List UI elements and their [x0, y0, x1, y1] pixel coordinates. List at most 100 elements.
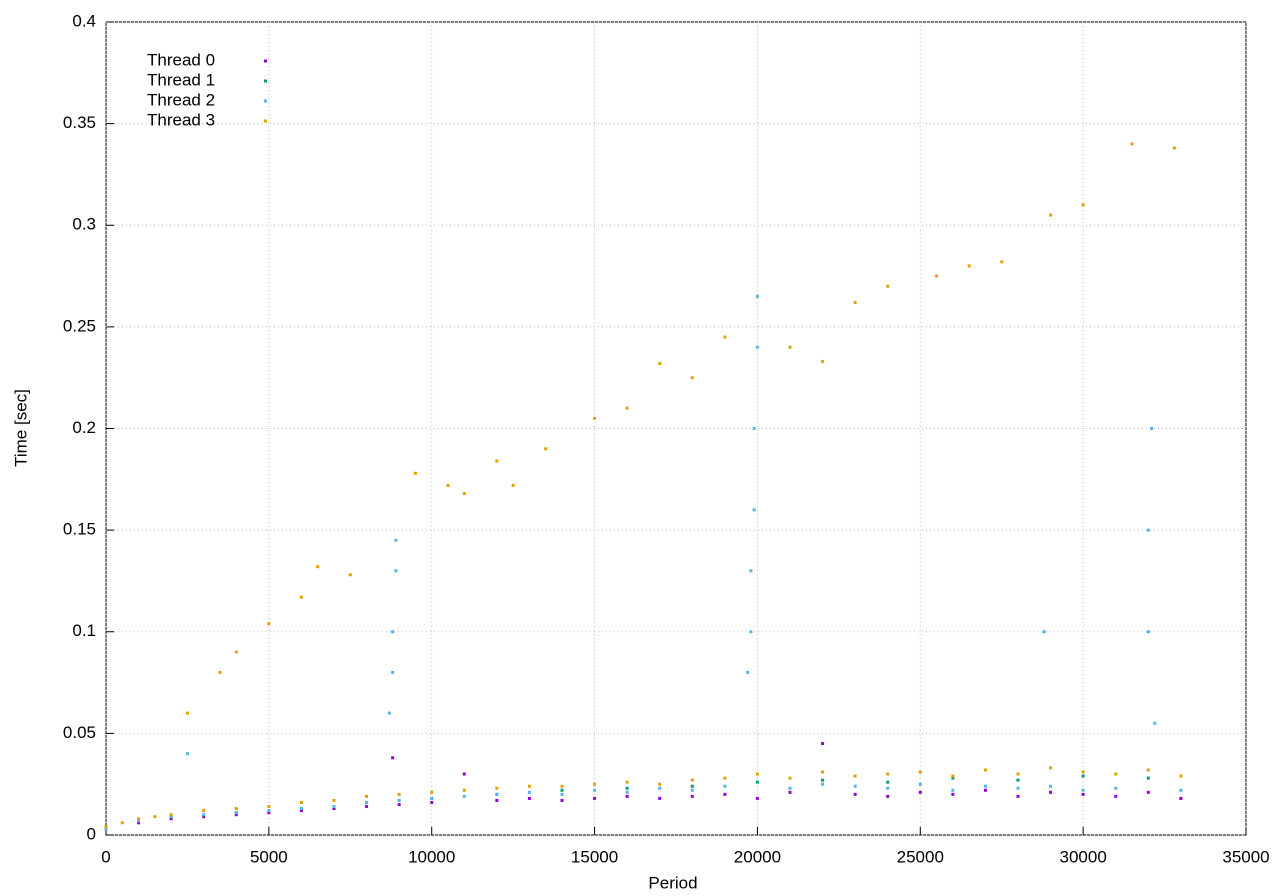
data-point — [983, 788, 987, 792]
data-point — [560, 798, 564, 802]
data-point — [560, 788, 564, 792]
data-point — [397, 803, 401, 807]
data-point — [853, 784, 857, 788]
x-tick-label: 5000 — [250, 847, 288, 866]
data-point — [788, 790, 792, 794]
data-point — [267, 809, 271, 813]
data-point — [886, 786, 890, 790]
data-point — [951, 792, 955, 796]
data-point — [234, 807, 238, 811]
data-point — [394, 569, 398, 573]
data-point — [886, 780, 890, 784]
data-point — [365, 805, 369, 809]
data-point — [413, 471, 417, 475]
legend-marker — [264, 119, 267, 123]
data-point — [1146, 528, 1150, 532]
data-point — [821, 359, 825, 363]
data-point — [853, 774, 857, 778]
data-point — [1153, 721, 1157, 725]
data-point — [886, 772, 890, 776]
data-point — [495, 459, 499, 463]
data-point — [690, 784, 694, 788]
data-point — [853, 300, 857, 304]
data-point — [185, 711, 189, 715]
data-point — [1016, 786, 1020, 790]
data-point — [169, 813, 173, 817]
data-point — [495, 786, 499, 790]
data-point — [391, 670, 395, 674]
data-point — [788, 786, 792, 790]
data-point — [1150, 427, 1154, 430]
data-point — [918, 770, 922, 774]
data-point — [752, 508, 756, 512]
data-point — [1146, 630, 1150, 634]
data-point — [332, 798, 336, 802]
x-tick-label: 35000 — [1222, 847, 1269, 866]
data-point — [462, 794, 466, 798]
y-tick-label: 0.3 — [72, 215, 96, 234]
data-point — [527, 790, 531, 794]
data-point — [967, 264, 971, 268]
x-tick-label: 0 — [101, 847, 110, 866]
data-point — [1016, 778, 1020, 782]
data-point — [1081, 770, 1085, 774]
data-point — [1049, 790, 1053, 794]
data-point — [1049, 213, 1053, 217]
data-point — [886, 284, 890, 288]
data-point — [495, 798, 499, 802]
data-point — [625, 790, 629, 794]
data-point — [316, 565, 320, 569]
data-point — [821, 778, 825, 782]
data-point — [690, 778, 694, 782]
data-point — [299, 807, 303, 811]
data-point — [1179, 788, 1183, 792]
data-point — [185, 752, 189, 756]
data-point — [234, 813, 238, 817]
data-point — [397, 798, 401, 802]
y-tick-label: 0.25 — [63, 316, 96, 335]
data-point — [1179, 774, 1183, 778]
legend-marker — [264, 99, 267, 103]
data-point — [299, 809, 303, 813]
data-point — [394, 538, 398, 542]
data-point — [690, 376, 694, 380]
data-point — [625, 794, 629, 798]
data-point — [495, 792, 499, 796]
data-point — [983, 768, 987, 772]
data-point — [169, 815, 173, 819]
data-point — [658, 782, 662, 786]
data-point — [365, 800, 369, 804]
data-point — [137, 821, 141, 825]
data-point — [723, 776, 727, 780]
data-point — [332, 805, 336, 809]
data-point — [391, 630, 395, 634]
data-point — [430, 796, 434, 800]
data-point — [755, 796, 759, 800]
x-tick-label: 20000 — [734, 847, 781, 866]
data-point — [348, 573, 352, 577]
data-point — [1081, 788, 1085, 792]
data-point — [1049, 784, 1053, 788]
data-point — [104, 825, 108, 829]
data-point — [788, 776, 792, 780]
legend-label: Thread 3 — [147, 110, 215, 129]
y-tick-label: 0.4 — [72, 11, 96, 30]
data-point — [1172, 146, 1176, 150]
data-point — [625, 406, 629, 410]
data-point — [1016, 772, 1020, 776]
x-tick-label: 15000 — [571, 847, 618, 866]
data-point — [690, 794, 694, 798]
data-point — [234, 811, 238, 815]
data-point — [267, 622, 271, 626]
data-point — [983, 784, 987, 788]
data-point — [886, 794, 890, 798]
data-point — [755, 294, 759, 298]
data-point — [397, 792, 401, 796]
data-point — [560, 792, 564, 796]
data-point — [658, 361, 662, 365]
data-point — [749, 630, 753, 634]
data-point — [821, 742, 825, 746]
data-point — [332, 807, 336, 811]
data-point — [755, 772, 759, 776]
data-point — [853, 792, 857, 796]
